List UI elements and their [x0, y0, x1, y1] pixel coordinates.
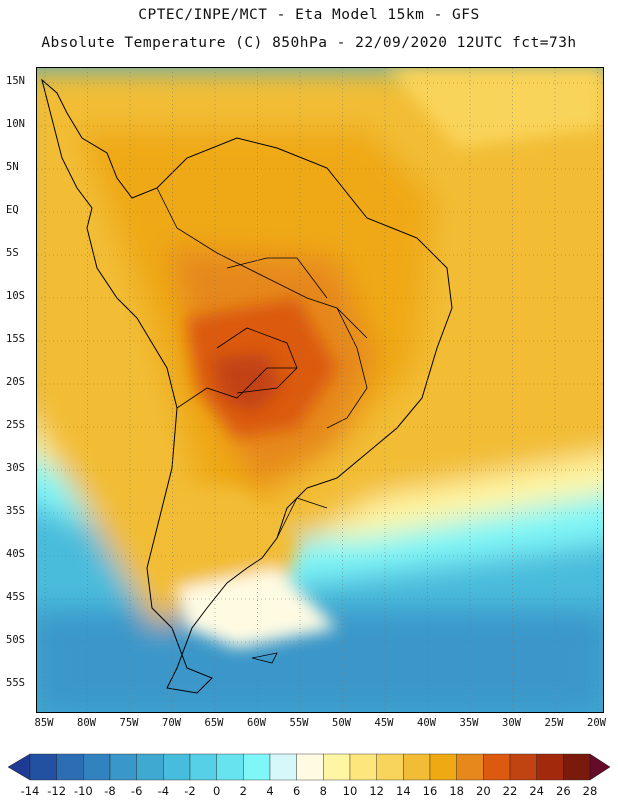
colorbar-level-label: -4: [157, 784, 170, 798]
south-america-coastline: [41, 78, 453, 694]
colorbar-high-arrow: [589, 753, 610, 781]
lon-tick-label: 85W: [34, 717, 54, 729]
colorbar-level-label: 18: [449, 784, 464, 798]
lat-tick-label: 20S: [6, 376, 25, 388]
lat-tick-label: 15S: [6, 333, 25, 345]
lon-tick-label: 45W: [374, 717, 394, 729]
colorbar-segment: [296, 753, 324, 781]
colorbar-level-label: 16: [422, 784, 438, 798]
colorbar-level-label: 4: [266, 784, 274, 798]
lat-tick-label: 5N: [6, 161, 19, 173]
colorbar-level-label: -10: [73, 784, 93, 798]
lat-tick-label: 10S: [6, 290, 25, 302]
colorbar-level-label: 10: [342, 784, 358, 798]
lon-tick-label: 50W: [332, 717, 351, 729]
lat-tick-label: 35S: [6, 505, 25, 517]
lon-tick-label: 25W: [544, 717, 564, 729]
lon-tick-label: 55W: [289, 717, 309, 729]
colorbar-segment: [83, 753, 111, 781]
lat-tick-label: 10N: [6, 118, 25, 130]
colorbar-segment: [109, 753, 137, 781]
country-border: [276, 497, 328, 539]
map-canvas: [37, 68, 603, 712]
lat-tick-label: 50S: [6, 634, 25, 646]
field-patagonia-mild: [177, 568, 337, 648]
lon-tick-label: 35W: [459, 717, 479, 729]
lat-tick-label: 15N: [6, 75, 25, 87]
color-scale-bar: [8, 753, 610, 781]
country-border: [226, 257, 328, 299]
lat-tick-label: 5S: [6, 247, 19, 259]
colorbar-segment: [216, 753, 244, 781]
colorbar-segment: [189, 753, 217, 781]
colorbar-segment: [243, 753, 271, 781]
colorbar-segment: [136, 753, 164, 781]
lon-tick-label: 80W: [77, 717, 96, 729]
colorbar-level-label: -2: [184, 784, 196, 798]
state-border: [216, 327, 298, 394]
field-cold-band: [37, 588, 603, 712]
colorbar-segment: [163, 753, 191, 781]
lon-tick-label: 40W: [417, 717, 436, 729]
temperature-map: [36, 67, 604, 713]
lat-tick-label: 45S: [6, 591, 25, 603]
colorbar-segment: [403, 753, 431, 781]
colorbar-level-label: 8: [319, 784, 327, 798]
lon-tick-label: 60W: [247, 717, 266, 729]
colorbar-segment: [269, 753, 297, 781]
colorbar-level-label: 6: [292, 784, 301, 798]
colorbar-level-label: 24: [529, 784, 544, 798]
lon-tick-label: 30W: [502, 717, 521, 729]
colorbar-segment: [323, 753, 351, 781]
colorbar-low-arrow: [8, 753, 31, 781]
colorbar-level-label: 28: [582, 784, 598, 798]
lat-tick-label: 30S: [6, 462, 25, 474]
colorbar-level-label: 12: [369, 784, 384, 798]
lat-tick-label: 25S: [6, 419, 25, 431]
colorbar-level-label: 2: [239, 784, 247, 798]
state-border: [326, 307, 368, 429]
colorbar-level-label: -6: [130, 784, 143, 798]
colorbar-segment: [429, 753, 457, 781]
colorbar-segment: [56, 753, 84, 781]
map-grid: [37, 68, 603, 712]
colorbar-segment: [483, 753, 511, 781]
colorbar-level-label: 20: [476, 784, 491, 798]
colorbar-segment: [349, 753, 377, 781]
colorbar-segment: [376, 753, 404, 781]
colorbar-segment: [456, 753, 484, 781]
lat-tick-label: EQ: [6, 204, 19, 216]
colorbar-level-label: -12: [47, 784, 67, 798]
falkland-islands: [251, 652, 278, 664]
colorbar-level-label: -8: [104, 784, 116, 798]
lon-tick-label: 70W: [162, 717, 181, 729]
colorbar-level-label: -14: [20, 784, 40, 798]
lat-tick-label: 40S: [6, 548, 25, 560]
colorbar-level-label: 26: [556, 784, 571, 798]
lon-tick-label: 75W: [119, 717, 139, 729]
colorbar-segment: [563, 753, 591, 781]
lat-tick-label: 55S: [6, 677, 25, 689]
colorbar-level-label: 14: [396, 784, 411, 798]
field-atlantic-north: [387, 68, 603, 148]
field-hottest-core: [212, 353, 282, 413]
colorbar-level-label: 22: [502, 784, 518, 798]
colorbar-level-label: 0: [212, 784, 221, 798]
lon-tick-label: 65W: [204, 717, 224, 729]
lon-tick-label: 20W: [587, 717, 606, 729]
colorbar-segment: [509, 753, 537, 781]
colorbar-segment: [29, 753, 57, 781]
colorbar-segment: [536, 753, 564, 781]
map-title-line2: Absolute Temperature (C) 850hPa - 22/09/…: [41, 35, 577, 51]
country-border: [176, 367, 297, 409]
map-title-line1: CPTEC/INPE/MCT - Eta Model 15km - GFS: [138, 7, 480, 23]
